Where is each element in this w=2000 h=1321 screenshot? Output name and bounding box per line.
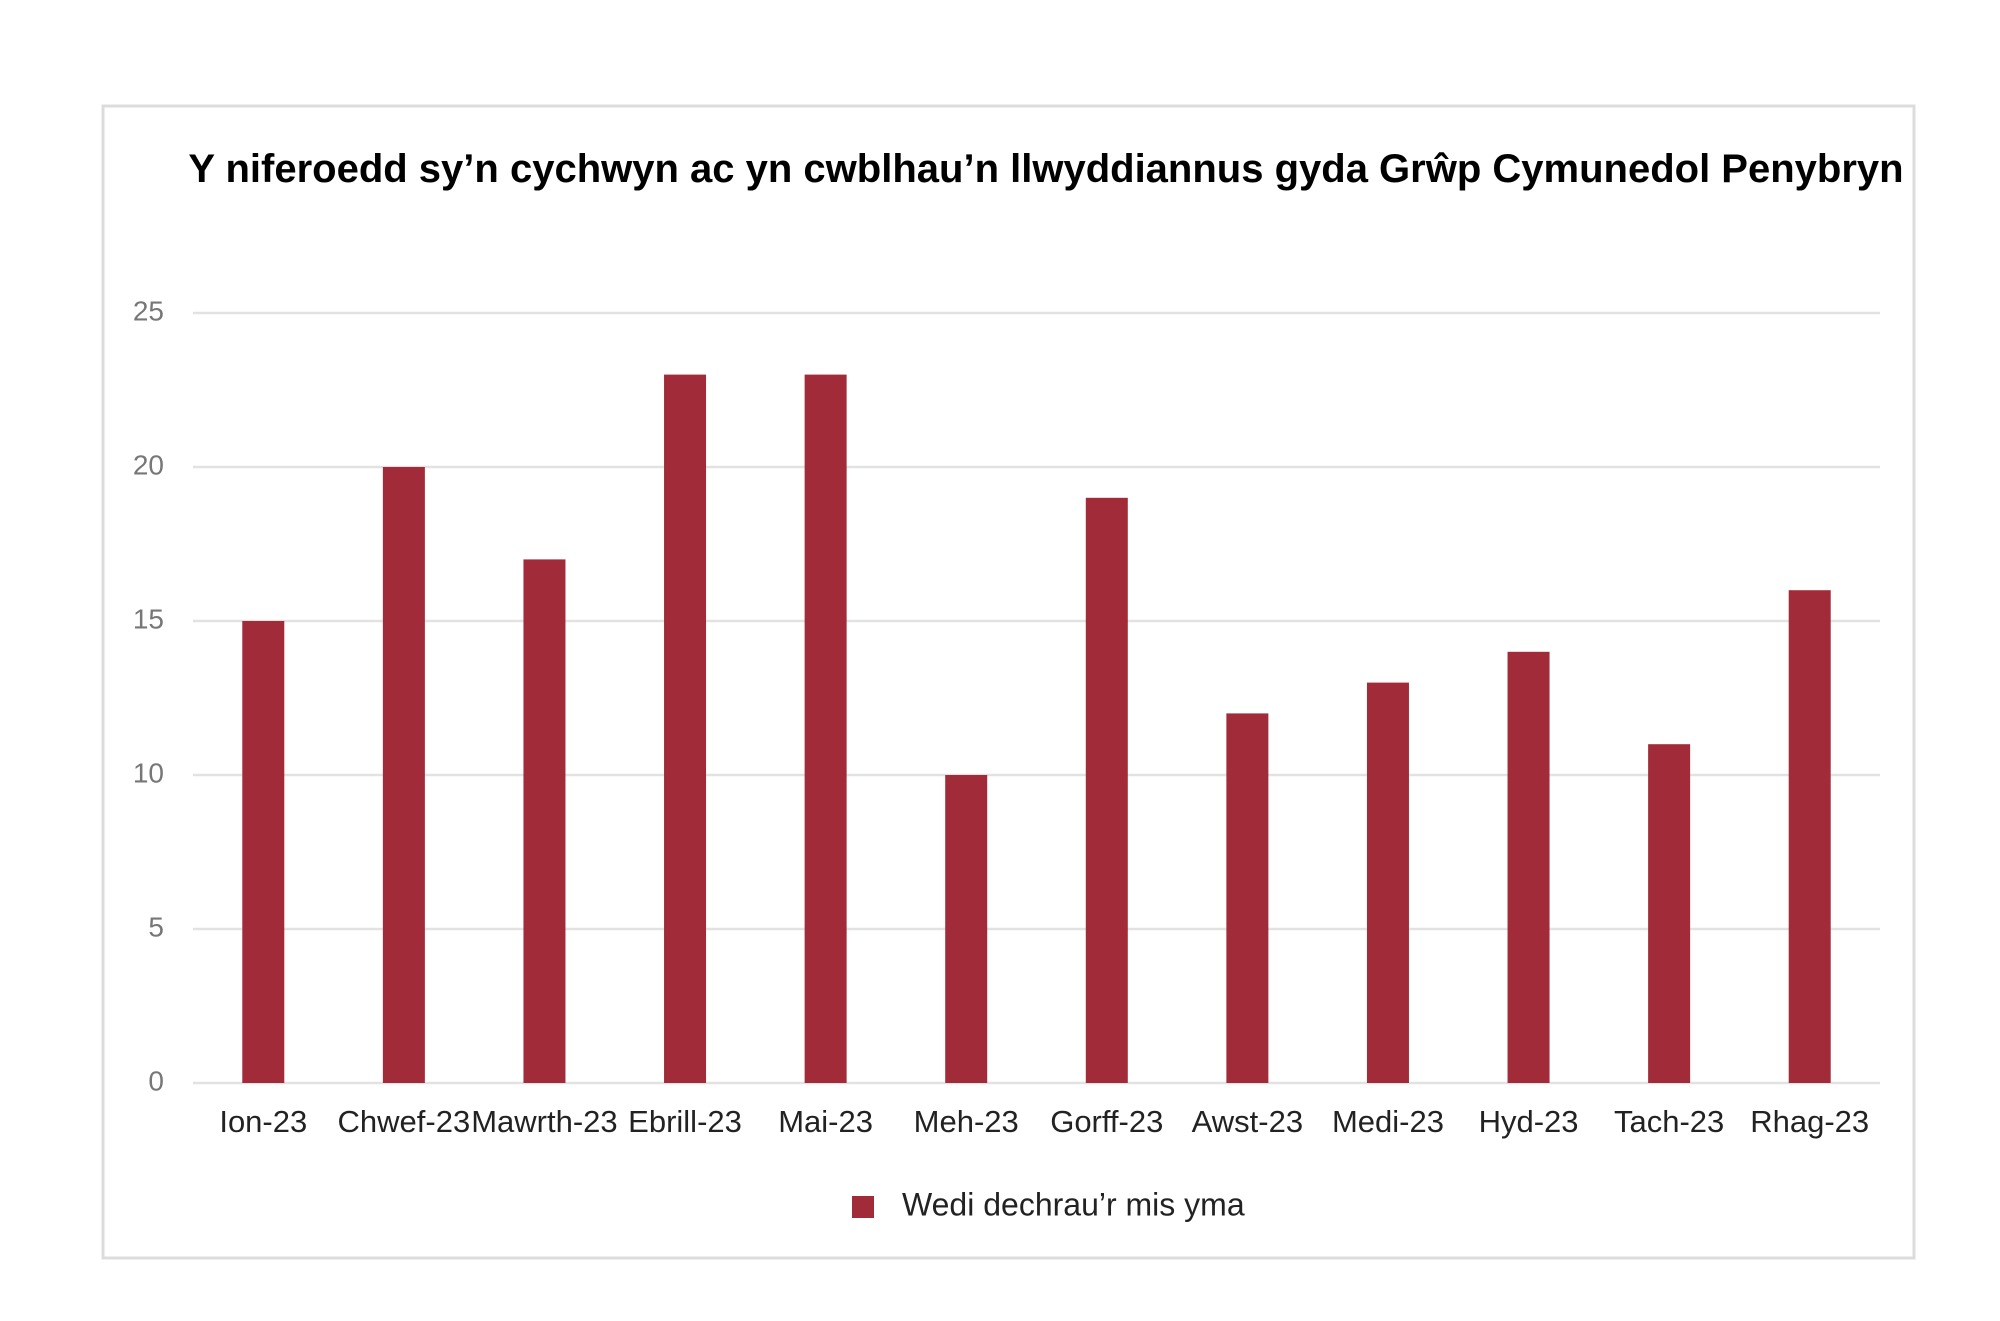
bar bbox=[382, 467, 425, 1083]
y-tick-label: 25 bbox=[133, 295, 164, 326]
x-tick-label: Hyd-23 bbox=[1479, 1104, 1579, 1139]
bar bbox=[1648, 744, 1691, 1083]
legend-label: Wedi dechrau’r mis yma bbox=[902, 1186, 1245, 1222]
bar bbox=[242, 621, 285, 1083]
bar bbox=[945, 775, 988, 1083]
chart-frame bbox=[101, 104, 1916, 1260]
bar bbox=[1226, 713, 1269, 1083]
x-tick-label: Tach-23 bbox=[1614, 1104, 1724, 1139]
y-tick-label: 5 bbox=[148, 911, 164, 942]
x-tick-label: Ion-23 bbox=[219, 1104, 307, 1139]
bar bbox=[804, 374, 847, 1084]
bar bbox=[1507, 651, 1550, 1083]
x-tick-label: Mawrth-23 bbox=[471, 1104, 617, 1139]
y-tick-label: 10 bbox=[133, 757, 164, 788]
y-tick-label: 15 bbox=[133, 603, 164, 634]
x-tick-label: Ebrill-23 bbox=[628, 1104, 742, 1139]
bar bbox=[1085, 497, 1128, 1083]
x-tick-label: Meh-23 bbox=[914, 1104, 1019, 1139]
x-tick-label: Medi-23 bbox=[1332, 1104, 1444, 1139]
bar bbox=[664, 374, 707, 1084]
bar bbox=[1366, 682, 1409, 1083]
x-tick-label: Awst-23 bbox=[1192, 1104, 1303, 1139]
y-tick-label: 0 bbox=[148, 1065, 164, 1096]
x-tick-label: Mai-23 bbox=[778, 1104, 873, 1139]
y-tick-label: 20 bbox=[133, 449, 164, 480]
chart-title: Y niferoedd sy’n cychwyn ac yn cwblhau’n… bbox=[188, 147, 1904, 191]
bar bbox=[1788, 590, 1831, 1083]
x-tick-label: Chwef-23 bbox=[338, 1104, 471, 1139]
legend-swatch bbox=[852, 1196, 874, 1218]
bar bbox=[523, 559, 566, 1083]
x-tick-label: Rhag-23 bbox=[1750, 1104, 1869, 1139]
x-tick-label: Gorff-23 bbox=[1050, 1104, 1163, 1139]
